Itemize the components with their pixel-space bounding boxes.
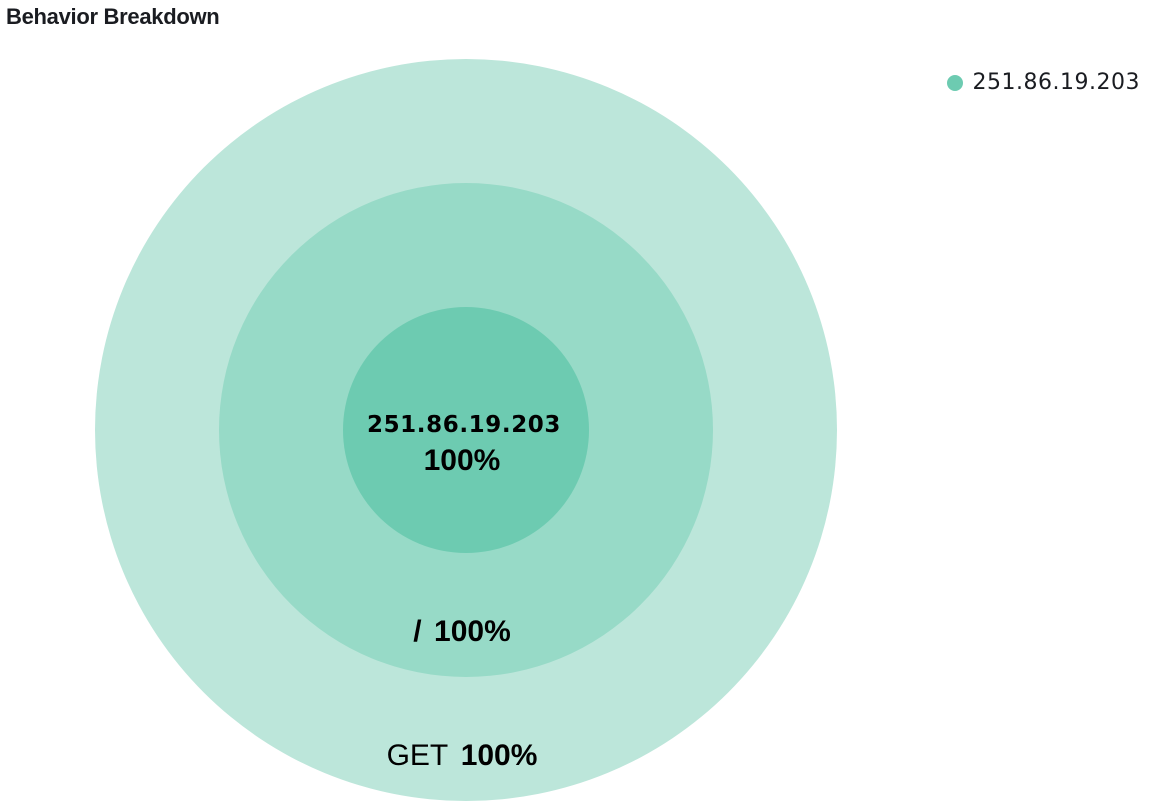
- legend-item[interactable]: 251.86.19.203: [946, 70, 1140, 95]
- ring-inner-name: 251.86.19.203: [367, 412, 561, 438]
- legend: 251.86.19.203: [946, 70, 1140, 95]
- panel-title: Behavior Breakdown: [6, 4, 220, 29]
- ring-inner-ip[interactable]: [343, 307, 589, 553]
- ring-inner-percent: 100%: [424, 444, 501, 477]
- ring-outer-label: GET 100%: [387, 739, 538, 772]
- ring-outer-percent: 100%: [461, 739, 538, 772]
- ring-middle-name: /: [413, 615, 422, 648]
- legend-swatch: [946, 74, 963, 91]
- legend-item-label: 251.86.19.203: [972, 70, 1140, 95]
- ring-outer-name: GET: [387, 739, 449, 772]
- ring-middle-label: / 100%: [413, 615, 511, 648]
- ring-middle-percent: 100%: [434, 615, 511, 648]
